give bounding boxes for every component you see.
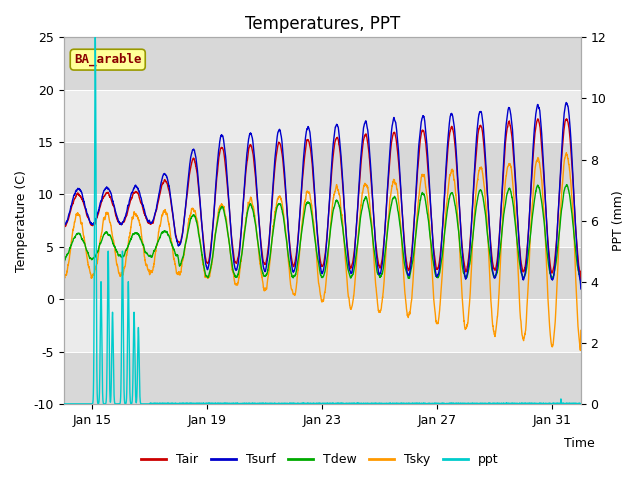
Bar xyxy=(63,90,581,142)
Y-axis label: Temperature (C): Temperature (C) xyxy=(15,169,28,272)
Y-axis label: PPT (mm): PPT (mm) xyxy=(612,190,625,251)
Bar xyxy=(63,142,581,194)
Bar xyxy=(63,247,581,299)
Title: Temperatures, PPT: Temperatures, PPT xyxy=(244,15,400,33)
Text: BA_arable: BA_arable xyxy=(74,53,141,66)
Bar xyxy=(63,351,581,404)
Bar xyxy=(63,37,581,90)
Text: Time: Time xyxy=(564,437,595,450)
Bar xyxy=(63,194,581,247)
Bar xyxy=(63,299,581,351)
Legend: Tair, Tsurf, Tdew, Tsky, ppt: Tair, Tsurf, Tdew, Tsky, ppt xyxy=(136,448,504,471)
